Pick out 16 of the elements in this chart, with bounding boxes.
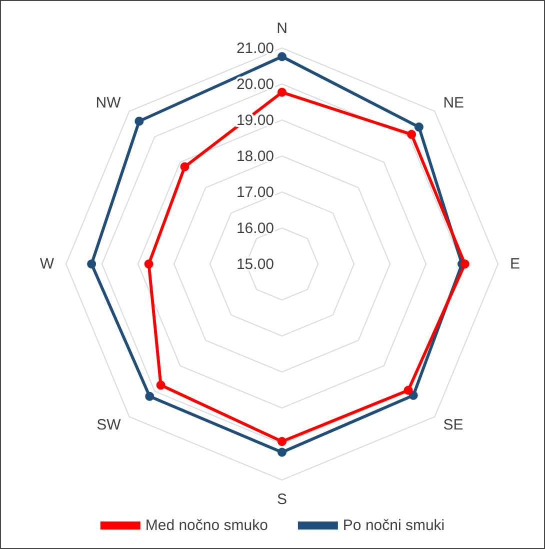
y-tick-label: 15.00 xyxy=(236,256,274,273)
spoke-label: N xyxy=(276,20,288,37)
spoke-label: S xyxy=(276,491,288,508)
spoke-label: W xyxy=(40,256,55,272)
y-tick-label: 20.00 xyxy=(236,76,274,93)
legend-label: Med nočno smuko xyxy=(145,517,268,534)
y-tick-label: 18.00 xyxy=(236,148,274,165)
y-tick-label: 21.00 xyxy=(236,40,274,57)
spoke-label: NW xyxy=(96,94,122,112)
spoke-label: NE xyxy=(443,94,464,112)
y-tick-label: 17.00 xyxy=(236,184,274,201)
spoke-label: SE xyxy=(443,416,464,434)
legend-label: Po nočni smuki xyxy=(342,517,445,534)
spoke-label: SW xyxy=(96,416,122,434)
spoke-label: E xyxy=(510,256,520,272)
y-tick-label: 16.00 xyxy=(236,220,274,237)
